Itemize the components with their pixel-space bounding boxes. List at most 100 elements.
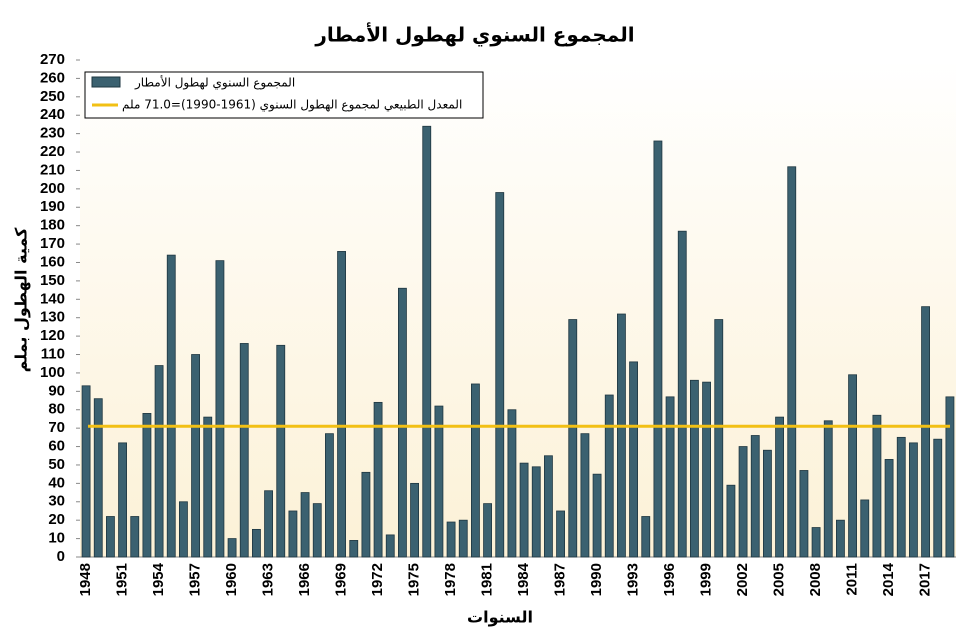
y-tick-label: 0 [57, 548, 65, 565]
bar [373, 401, 383, 558]
bar [568, 319, 578, 558]
y-tick-label: 180 [40, 217, 65, 234]
bar [288, 510, 298, 558]
bar [531, 466, 541, 558]
bar [507, 409, 517, 558]
bar [629, 361, 638, 558]
y-tick-label: 120 [40, 327, 65, 344]
bar [410, 482, 419, 558]
x-tick-label: 1996 [661, 563, 678, 596]
bar [264, 490, 273, 558]
bar [872, 414, 882, 558]
x-tick-label: 2002 [734, 563, 751, 596]
legend-label: المعدل الطبيعي لمجموع الهطول السنوي (196… [122, 98, 462, 113]
x-tick-label: 2005 [771, 563, 788, 596]
bar [458, 519, 468, 558]
bar [836, 519, 845, 558]
legend-label: المجموع السنوي لهطول الأمطار [134, 75, 295, 91]
bar [909, 442, 918, 558]
bar [483, 503, 492, 558]
y-tick-label: 160 [40, 253, 65, 270]
y-tick-label: 90 [48, 382, 65, 399]
x-tick-label: 1963 [260, 563, 277, 596]
bar [690, 379, 699, 558]
bar [665, 396, 675, 558]
bar [653, 140, 663, 558]
bar [556, 510, 565, 558]
y-tick-label: 130 [40, 309, 65, 326]
x-tick-label: 1951 [114, 563, 131, 596]
x-tick-label: 1948 [77, 563, 94, 596]
bar [811, 527, 821, 558]
x-tick-label: 1990 [588, 563, 605, 596]
y-tick-label: 200 [40, 180, 65, 197]
x-tick-label: 2014 [880, 562, 897, 596]
bar [823, 420, 833, 558]
x-tick-label: 1972 [369, 563, 386, 596]
x-tick-label: 1975 [406, 563, 423, 596]
bar [848, 374, 857, 558]
y-tick-label: 150 [40, 272, 65, 289]
bar [312, 503, 322, 558]
bar [252, 528, 261, 558]
legend [84, 71, 484, 119]
bar [714, 319, 724, 558]
bar [239, 343, 249, 558]
y-tick-label: 270 [40, 51, 65, 68]
x-tick-label: 1960 [223, 563, 240, 596]
bar [300, 492, 310, 558]
y-tick-label: 250 [40, 88, 65, 105]
bar [860, 499, 870, 558]
bar [337, 251, 346, 558]
x-tick-label: 1984 [515, 562, 532, 596]
bar [519, 462, 529, 558]
y-tick-label: 30 [48, 493, 65, 510]
bar [750, 435, 760, 558]
y-tick-label: 230 [40, 125, 65, 142]
bar [398, 287, 407, 558]
y-tick-label: 80 [48, 401, 65, 418]
x-tick-label: 1957 [187, 563, 204, 596]
bar [276, 344, 286, 558]
bar [933, 438, 943, 558]
bar [446, 521, 456, 558]
bar [215, 260, 225, 558]
bar [921, 306, 930, 558]
bar [227, 538, 237, 558]
y-tick-label: 140 [40, 290, 65, 307]
bar [544, 455, 553, 558]
bar [325, 433, 334, 558]
y-tick-label: 40 [48, 474, 65, 491]
x-tick-label: 1987 [552, 563, 569, 596]
bar [385, 534, 395, 558]
bar [106, 516, 115, 558]
x-tick-label: 1999 [698, 563, 715, 596]
bar [799, 470, 809, 558]
y-tick-label: 190 [40, 198, 65, 215]
y-axis-label: كمية الهطول بملم [12, 227, 31, 372]
x-tick-label: 1981 [479, 563, 496, 596]
bar [203, 416, 213, 558]
bar [434, 405, 444, 558]
bar [896, 436, 906, 558]
y-tick-label: 60 [48, 438, 65, 455]
bar [726, 484, 736, 558]
bar [166, 254, 176, 558]
bar [617, 313, 626, 558]
bar [349, 540, 359, 558]
y-tick-label: 50 [48, 456, 65, 473]
bar [471, 383, 480, 558]
x-tick-label: 1993 [625, 563, 642, 596]
bar [592, 473, 602, 558]
bar [81, 385, 91, 558]
bar [641, 516, 651, 558]
y-tick-label: 10 [48, 530, 65, 547]
y-tick-label: 110 [41, 345, 65, 362]
bar [154, 365, 164, 558]
y-tick-label: 170 [40, 235, 65, 252]
legend-swatch [91, 76, 121, 88]
x-tick-label: 1978 [442, 563, 459, 596]
y-tick-label: 210 [40, 161, 65, 178]
bar [142, 413, 152, 558]
